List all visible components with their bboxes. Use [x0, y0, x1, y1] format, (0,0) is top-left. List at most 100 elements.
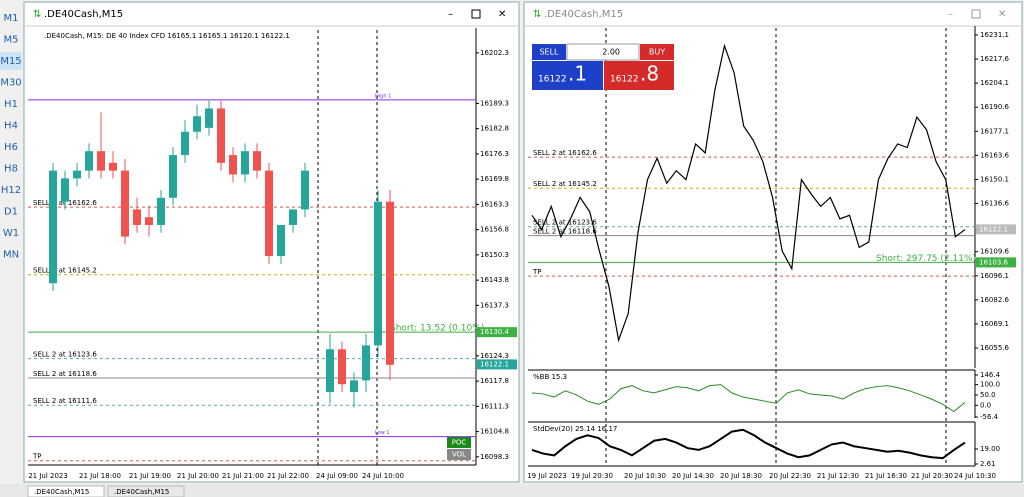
level-label: TP [32, 453, 42, 461]
volume[interactable]: 2.00 [602, 48, 620, 57]
x-tick-label: 21 Jul 18:00 [79, 472, 121, 480]
candle-body [145, 217, 153, 225]
level-label: Short: 13.52 (0.10%) [390, 324, 484, 334]
timeframe-button[interactable]: M30 [0, 78, 21, 89]
close[interactable]: ✕ [498, 9, 506, 20]
level-label: SELL 2 at 16118.6 [533, 228, 597, 236]
timeframe-button[interactable]: H1 [4, 99, 18, 110]
close[interactable]: ✕ [998, 9, 1006, 20]
y-tick-label: 16124.3 [480, 352, 509, 360]
level-label: SELL 2 at 16145.2 [533, 180, 597, 188]
bid-box[interactable] [532, 61, 603, 90]
y-tick-label: 100.0 [980, 381, 1000, 389]
level-label: SELL 2 at 16123.6 [33, 351, 97, 359]
buy-label[interactable]: BUY [649, 48, 665, 57]
timeframe-button[interactable]: H4 [4, 121, 18, 132]
y-tick-label: 16169.8 [480, 175, 509, 183]
badge[interactable] [447, 437, 471, 448]
candle-body [301, 170, 309, 210]
y-tick-label: 16111.3 [480, 402, 509, 410]
buy-button[interactable] [640, 44, 674, 60]
tab-label[interactable]: .DE40Cash,M15 [114, 488, 169, 496]
x-tick-label: 21 Jul 22:00 [267, 472, 309, 480]
candle-body [326, 349, 334, 392]
candle-body [241, 151, 249, 175]
volume-box[interactable] [566, 43, 640, 61]
window-title: .DE40Cash,M15 [544, 9, 623, 20]
candle-body [109, 162, 117, 171]
badge-label[interactable]: POC [452, 439, 467, 447]
y-tick-label: 16190.6 [980, 103, 1009, 111]
candle-body [374, 201, 382, 346]
candle-body [169, 155, 177, 198]
candle-body [73, 170, 81, 179]
maximize[interactable] [471, 9, 481, 19]
timeframe-button[interactable]: D1 [4, 207, 18, 218]
y-tick-label: 16096.1 [980, 272, 1009, 280]
candle-body [265, 170, 273, 257]
y-tick-label: 16163.6 [980, 151, 1009, 159]
timeframe-button[interactable]: H8 [4, 164, 18, 175]
candle-body [97, 151, 105, 171]
timeframe-button[interactable]: H12 [1, 185, 21, 196]
minimize[interactable]: – [448, 9, 453, 20]
y-tick-label: 2.61 [980, 460, 996, 468]
badge[interactable] [447, 449, 471, 460]
icon: ⇅ [533, 9, 541, 20]
timeframe-button[interactable]: MN [3, 250, 19, 261]
tab[interactable] [107, 485, 185, 497]
y-tick-label: 16156.8 [480, 226, 509, 234]
y-tick-label: 16143.8 [480, 276, 509, 284]
timeframe-button[interactable]: W1 [3, 228, 19, 239]
y-tick-label: 16055.6 [980, 344, 1009, 352]
ask-box[interactable] [604, 61, 674, 90]
y-tick-label: 16204.1 [980, 79, 1009, 87]
x-tick-label: 24 Jul 09:00 [316, 472, 358, 480]
tab-label[interactable]: .DE40Cash,M15 [34, 488, 89, 496]
window-controls[interactable]: – ✕ [448, 9, 506, 20]
timeframe-button[interactable]: H6 [4, 142, 18, 153]
timeframe-button[interactable]: M1 [4, 13, 19, 24]
candle-body [253, 151, 261, 171]
icon: ⇅ [33, 9, 41, 20]
y-tick-label: 16217.6 [980, 55, 1009, 63]
candle-body [133, 209, 141, 225]
ask-main[interactable]: 16122 [610, 75, 639, 85]
sidebar [0, 0, 22, 497]
maximize[interactable] [971, 9, 981, 19]
x-tick-label: 19 Jul 2023 [527, 472, 567, 480]
x-tick-label: 21 Jul 20:00 [177, 472, 219, 480]
y-tick-label: 16082.6 [980, 296, 1009, 304]
tab[interactable] [27, 485, 105, 497]
price-tag-label: 16103.6 [979, 258, 1008, 266]
y-tick-label: 16182.8 [480, 125, 509, 133]
timeframe-button[interactable]: M15 [0, 56, 21, 67]
x-tick-label: 21 Jul 12:30 [817, 472, 859, 480]
y-tick-label: 16098.3 [480, 453, 509, 461]
bid-frac[interactable]: .1 [568, 62, 587, 86]
y-tick-label: -56.4 [980, 413, 999, 421]
y-tick-label: 16104.8 [480, 428, 509, 436]
bid-main[interactable]: 16122 [538, 75, 567, 85]
level-label: SELL 2 at 16118.6 [33, 370, 97, 378]
minimize[interactable]: – [948, 9, 953, 20]
badge-label[interactable]: VOL [452, 451, 466, 459]
window-controls[interactable]: – ✕ [948, 9, 1006, 20]
sell-button[interactable] [532, 44, 566, 60]
indicator-line [531, 428, 966, 460]
y-tick-label: 19.00 [980, 445, 1000, 453]
y-tick-label: 16189.3 [480, 99, 509, 107]
y-tick-label: 16163.3 [480, 200, 509, 208]
timeframe-selected [0, 52, 22, 70]
y-tick-label: 16136.6 [980, 200, 1009, 208]
candle-body [85, 151, 93, 171]
sell-label[interactable]: SELL [539, 48, 559, 57]
x-tick-label: 21 Jul 20:30 [911, 472, 953, 480]
x-tick-label: 20 Jul 18:30 [720, 472, 762, 480]
y-tick-label: 16117.8 [480, 377, 509, 385]
ask-frac[interactable]: .8 [640, 62, 659, 86]
price-tag-label: 16122.1 [979, 225, 1008, 233]
timeframe-button[interactable]: M5 [4, 35, 19, 46]
